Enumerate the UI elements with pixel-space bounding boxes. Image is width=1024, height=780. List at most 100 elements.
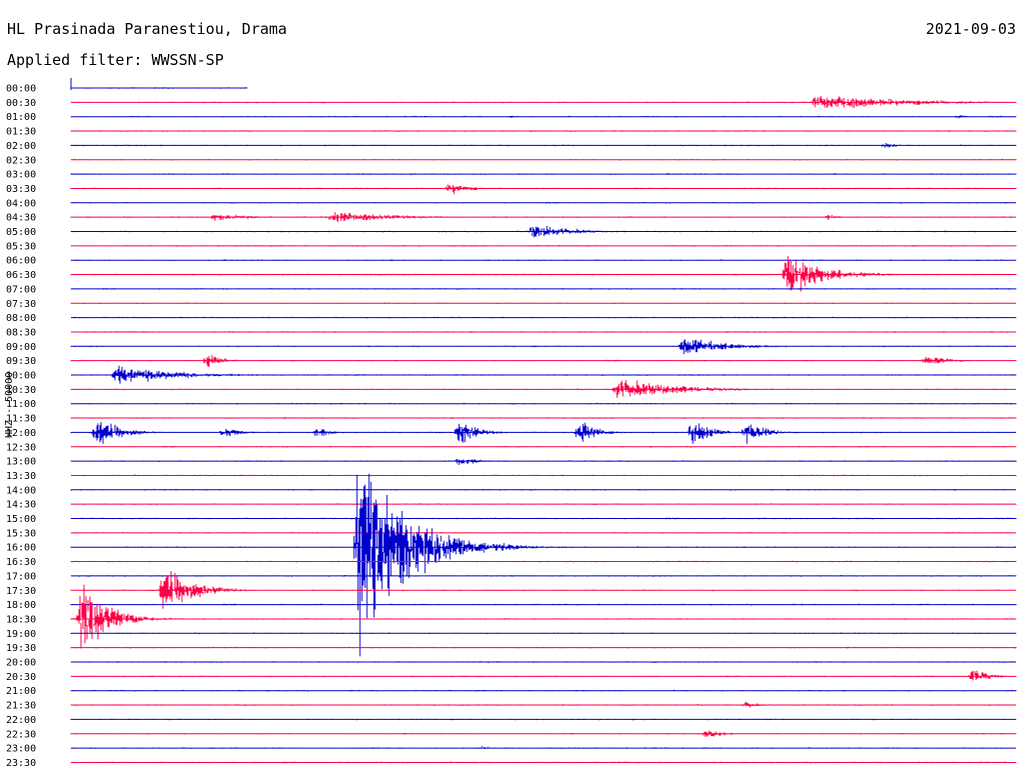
row-label: 03:00 [6, 170, 36, 181]
row-label: 16:30 [6, 557, 36, 568]
trace-row [70, 417, 1017, 419]
row-label: 09:00 [6, 342, 36, 353]
trace-row [70, 331, 1017, 333]
row-label: 02:00 [6, 141, 36, 152]
trace-row [70, 158, 1017, 161]
row-label: 05:30 [6, 241, 36, 252]
row-label: 10:00 [6, 371, 36, 382]
trace-row [70, 575, 1017, 577]
date-label: 2021-09-03 [925, 20, 1016, 38]
row-label: 02:30 [6, 155, 36, 166]
trace-row [70, 339, 1017, 355]
row-label: 22:30 [6, 729, 36, 740]
row-label: 10:30 [6, 385, 36, 396]
trace-row [70, 473, 1017, 657]
row-label: 13:30 [6, 471, 36, 482]
trace-row [70, 458, 1017, 465]
row-label: 12:00 [6, 428, 36, 439]
trace-row [70, 402, 1017, 405]
trace-row [70, 670, 1017, 681]
row-label: 21:30 [6, 701, 36, 712]
row-label: 01:00 [6, 112, 36, 123]
trace-row [70, 245, 1017, 247]
trace-row [70, 95, 1017, 109]
row-label: 17:30 [6, 586, 36, 597]
trace-row [70, 746, 1017, 749]
row-label: 06:30 [6, 270, 36, 281]
trace-row [70, 584, 1017, 649]
row-label: 19:00 [6, 629, 36, 640]
row-label: 13:00 [6, 457, 36, 468]
row-label: 23:30 [6, 758, 36, 769]
row-label: 17:00 [6, 571, 36, 582]
row-label: 15:30 [6, 528, 36, 539]
trace-row [70, 225, 1017, 238]
trace-row [70, 730, 1017, 737]
row-label: 19:30 [6, 643, 36, 654]
trace-row [70, 761, 1017, 764]
row-label: 14:30 [6, 500, 36, 511]
trace-row [70, 302, 1017, 305]
trace-row [70, 517, 1017, 520]
row-label: 06:00 [6, 256, 36, 267]
row-label: 15:00 [6, 514, 36, 525]
row-label: 07:00 [6, 284, 36, 295]
trace-row [70, 503, 1017, 505]
trace-row [71, 365, 1017, 384]
trace-row [70, 201, 1017, 204]
trace-row [70, 143, 1017, 148]
row-label: 20:00 [6, 658, 36, 669]
row-labels: 00:00 00:30 01:00 01:30 02:00 02:30 03:00 03:30… [6, 84, 36, 769]
row-label: 22:00 [6, 715, 36, 726]
trace-row [70, 532, 1016, 534]
trace-row [70, 173, 1017, 175]
row-label: 16:00 [6, 543, 36, 554]
trace-row [70, 718, 1017, 721]
trace-row [70, 603, 1017, 606]
trace-row [70, 87, 248, 89]
trace-row [70, 184, 1017, 195]
row-label: 04:30 [6, 213, 36, 224]
trace-row [70, 701, 1016, 708]
row-label: 20:30 [6, 672, 36, 683]
trace-row [70, 474, 1017, 477]
row-label: 01:30 [6, 127, 36, 138]
trace-row [70, 259, 1017, 262]
trace-row [70, 355, 1017, 367]
row-label: 09:30 [6, 356, 36, 367]
trace-row [70, 288, 1017, 290]
trace-row [70, 255, 1017, 292]
filter-label: Applied filter: WWSSN-SP [7, 51, 224, 69]
row-label: 08:30 [6, 327, 36, 338]
trace-row [70, 115, 1017, 119]
row-label: 08:00 [6, 313, 36, 324]
trace-row [70, 689, 1017, 692]
trace-row [70, 488, 1017, 491]
trace-row [70, 560, 1017, 563]
row-label: 14:00 [6, 485, 36, 496]
row-label: 04:00 [6, 198, 36, 209]
row-label: 11:30 [6, 414, 36, 425]
seismic-traces [70, 78, 1017, 764]
trace-row [70, 380, 1017, 398]
row-label: 05:00 [6, 227, 36, 238]
trace-row [71, 316, 1017, 319]
trace-row [70, 212, 1017, 223]
station-title: HL Prasinada Paranestiou, Drama [7, 20, 287, 38]
row-label: 00:00 [6, 84, 36, 95]
row-label: 18:00 [6, 600, 36, 611]
trace-row [70, 632, 1017, 635]
row-label: 11:00 [6, 399, 36, 410]
trace-row [70, 422, 1017, 444]
trace-row [70, 445, 1017, 448]
trace-row [70, 646, 1017, 649]
row-label: 12:30 [6, 442, 36, 453]
row-label: 23:00 [6, 744, 36, 755]
trace-row [70, 571, 1017, 609]
trace-row [70, 130, 1017, 132]
row-label: 18:30 [6, 614, 36, 625]
row-label: 07:30 [6, 299, 36, 310]
row-label: 00:30 [6, 98, 36, 109]
row-label: 03:30 [6, 184, 36, 195]
